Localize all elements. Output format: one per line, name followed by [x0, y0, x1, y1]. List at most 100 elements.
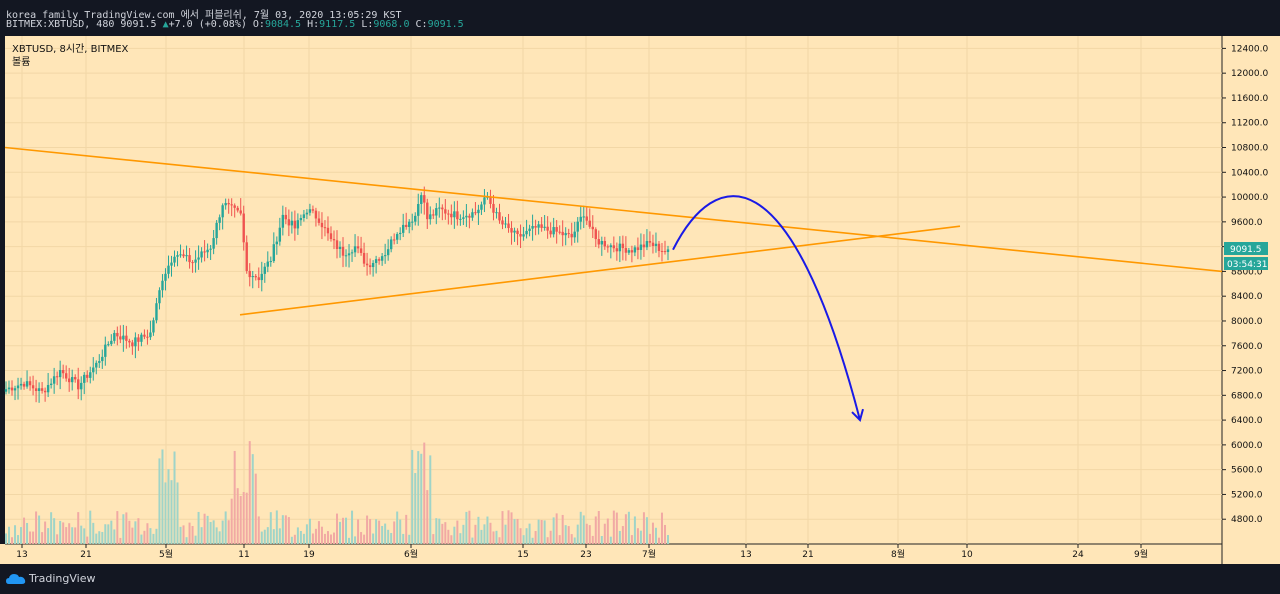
volume-bar — [239, 496, 242, 544]
candle-body — [22, 383, 26, 387]
last-price-marker-label: 9091.5 — [1230, 245, 1262, 255]
candle-body — [58, 370, 62, 378]
volume-bar — [549, 530, 552, 544]
candle-body — [441, 207, 444, 210]
volume-bar — [113, 529, 116, 544]
volume-bar — [140, 534, 143, 544]
volume-bar — [339, 521, 342, 544]
candle-body — [119, 336, 122, 340]
candle-body — [308, 209, 312, 213]
candle-body — [606, 246, 610, 248]
volume-bar — [230, 498, 233, 544]
volume-bar — [447, 529, 450, 544]
candle-body — [305, 212, 309, 215]
candle-body — [64, 373, 68, 379]
volume-bar — [576, 524, 579, 544]
volume-bar — [293, 534, 296, 544]
price-axis-labels: 4800.0 5200.0 5600.0 6000.0 6400.0 6800.0 7200… — [1222, 44, 1268, 525]
volume-bar — [540, 519, 543, 544]
volume-bar — [477, 516, 480, 544]
volume-bar — [173, 451, 176, 544]
volume-bar — [588, 525, 591, 544]
time-tick-label: 19 — [303, 550, 315, 560]
candle-body — [191, 262, 194, 264]
volume-bar — [582, 515, 585, 544]
volume-bar — [378, 520, 381, 544]
volume-bar — [468, 510, 471, 544]
volume-bar — [74, 527, 77, 544]
high-label: H: — [307, 19, 320, 30]
volume-bar — [65, 527, 68, 544]
candle-body — [314, 210, 318, 219]
volume-bar — [107, 524, 110, 544]
volume-bar — [242, 491, 245, 544]
candle-body — [353, 246, 357, 253]
volume-bar — [429, 455, 432, 544]
candle-body — [37, 388, 41, 391]
volume-bar — [633, 516, 636, 544]
volume-bar — [236, 488, 239, 544]
candle-body — [552, 227, 555, 235]
high-value: 9117.5 — [319, 19, 356, 30]
candle-body — [74, 377, 77, 380]
volume-bar — [188, 522, 191, 544]
candle-body — [350, 252, 354, 254]
candle-body — [215, 222, 218, 239]
volume-bar — [663, 524, 666, 544]
volume-bar — [116, 511, 119, 544]
last-price: 9091.5 — [120, 19, 157, 30]
candle-body — [263, 266, 266, 274]
projection-arrow[interactable] — [672, 195, 861, 421]
volume-bar — [534, 531, 537, 544]
price-tick-label: 10000.0 — [1231, 193, 1268, 203]
candle-body — [525, 230, 528, 235]
candle-body — [46, 385, 50, 393]
candle-body — [636, 247, 640, 250]
volume-bar — [537, 519, 540, 544]
volume-bar — [612, 510, 615, 544]
price-tick-label: 10800.0 — [1231, 144, 1268, 154]
volume-bar — [462, 524, 465, 544]
candle-body — [654, 243, 658, 246]
close-label: C: — [415, 19, 428, 30]
volume-bar — [101, 531, 104, 544]
candle-body — [122, 335, 125, 340]
volume-bar — [200, 527, 203, 544]
price-tick-label: 4800.0 — [1231, 515, 1263, 525]
candle-body — [185, 255, 188, 257]
time-tick-label: 24 — [1072, 550, 1084, 560]
time-tick-label: 15 — [517, 550, 528, 560]
candle-body — [254, 276, 257, 278]
volume-bar — [128, 520, 131, 544]
volume-bar — [465, 511, 468, 544]
plot-area — [5, 36, 1222, 544]
volume-bar — [624, 514, 627, 544]
candle-body — [570, 233, 573, 238]
volume-bar — [546, 537, 549, 544]
volume-bar — [149, 528, 152, 544]
resistance-trendline[interactable] — [4, 146, 1223, 273]
last-price-marker — [1224, 242, 1268, 255]
volume-bar — [501, 511, 504, 544]
volume-bar — [275, 510, 278, 544]
volume-bar — [471, 537, 474, 544]
volume-bar — [561, 514, 564, 544]
candle-body — [236, 207, 239, 211]
candle-body — [128, 340, 131, 343]
time-tick-label: 11 — [238, 550, 249, 560]
candle-body — [326, 227, 330, 234]
candle-body — [341, 246, 345, 256]
candle-body — [194, 259, 197, 263]
candle-body — [594, 229, 597, 240]
price-chart[interactable]: 4800.0 5200.0 5600.0 6000.0 6400.0 6800.0 7200… — [0, 36, 1280, 564]
candle-body — [567, 233, 570, 235]
candle-body — [149, 332, 152, 338]
volume-bar — [320, 526, 323, 544]
support-trendline[interactable] — [239, 225, 961, 316]
candle-body — [182, 254, 185, 257]
candle-body — [597, 239, 600, 245]
volume-bar — [639, 530, 642, 544]
candle-body — [164, 273, 167, 281]
volume-bar — [248, 441, 251, 544]
volume-bar — [143, 530, 146, 544]
